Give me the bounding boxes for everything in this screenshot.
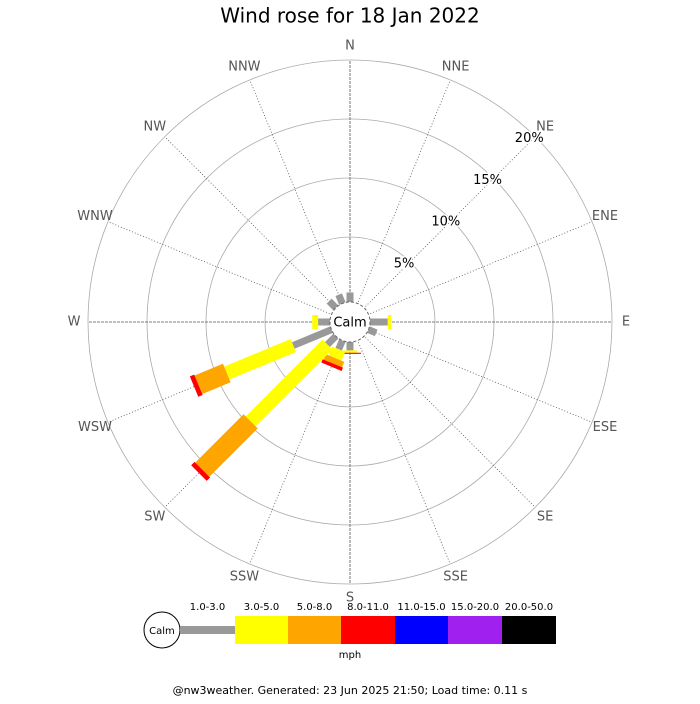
rose-segment [367,326,378,337]
direction-label: SW [144,510,165,525]
spoke [358,342,451,565]
legend-swatch [395,616,448,644]
spoke [164,136,335,307]
legend-calm-label: Calm [149,626,175,637]
chart-title: Wind rose for 18 Jan 2022 [220,4,479,28]
direction-label: W [68,315,81,330]
rose-segment [195,414,258,477]
rose-segment [191,461,211,481]
legend-label: 5.0-8.0 [297,602,332,613]
r-tick-label: 20% [515,131,544,146]
legend-swatch [288,616,341,644]
direction-label: SSW [230,569,260,584]
rose-segment [335,293,346,305]
direction-label: ENE [592,209,618,224]
rose-segment [245,339,333,427]
direction-label: WSW [78,420,112,435]
grid-ring [87,59,613,585]
rose-segment [324,333,339,348]
direction-label: NNW [228,60,260,75]
rose-segment [321,359,343,371]
rose-segment [194,363,231,395]
direction-label: NW [144,119,167,134]
rose-segment [224,339,296,380]
spoke [365,337,536,508]
direction-label: N [345,39,355,54]
legend-swatch [448,616,502,644]
legend-label: 3.0-5.0 [244,602,279,613]
direction-label: SE [537,510,553,525]
rose-segment [335,339,346,351]
direction-label: WNW [77,209,113,224]
legend-swatch [341,616,395,644]
unit-label: mph [339,650,361,661]
direction-label: SSE [443,569,468,584]
footer: @nw3weather. Generated: 23 Jun 2025 21:5… [173,684,528,697]
direction-label: S [346,591,354,606]
calm-circle [329,301,371,343]
legend-label: 20.0-50.0 [505,602,553,613]
legend-swatch [180,626,235,634]
r-tick-label: 10% [431,215,460,230]
legend-label: 8.0-11.0 [347,602,389,613]
legend-swatch [235,616,288,644]
spoke [249,342,342,565]
spoke [370,330,593,423]
spoke [107,221,330,314]
rose-segment [323,354,345,368]
legend-label: 11.0-15.0 [397,602,445,613]
direction-label: E [622,315,630,330]
direction-label: ESE [593,420,618,435]
calm-label: Calm [333,316,366,331]
rose-segment [291,326,333,349]
rose-segment [326,298,339,311]
r-tick-label: 15% [473,173,502,188]
r-tick-label: 5% [394,256,415,271]
spoke [370,221,593,314]
spoke [249,79,342,302]
spoke [358,79,451,302]
legend-swatch [502,616,556,644]
rose-segment [189,374,203,397]
legend-label: 1.0-3.0 [190,602,225,613]
legend-label: 15.0-20.0 [451,602,499,613]
rose-segment [328,346,346,361]
direction-label: NE [536,119,554,134]
spoke [365,136,536,307]
direction-label: NNE [442,60,470,75]
